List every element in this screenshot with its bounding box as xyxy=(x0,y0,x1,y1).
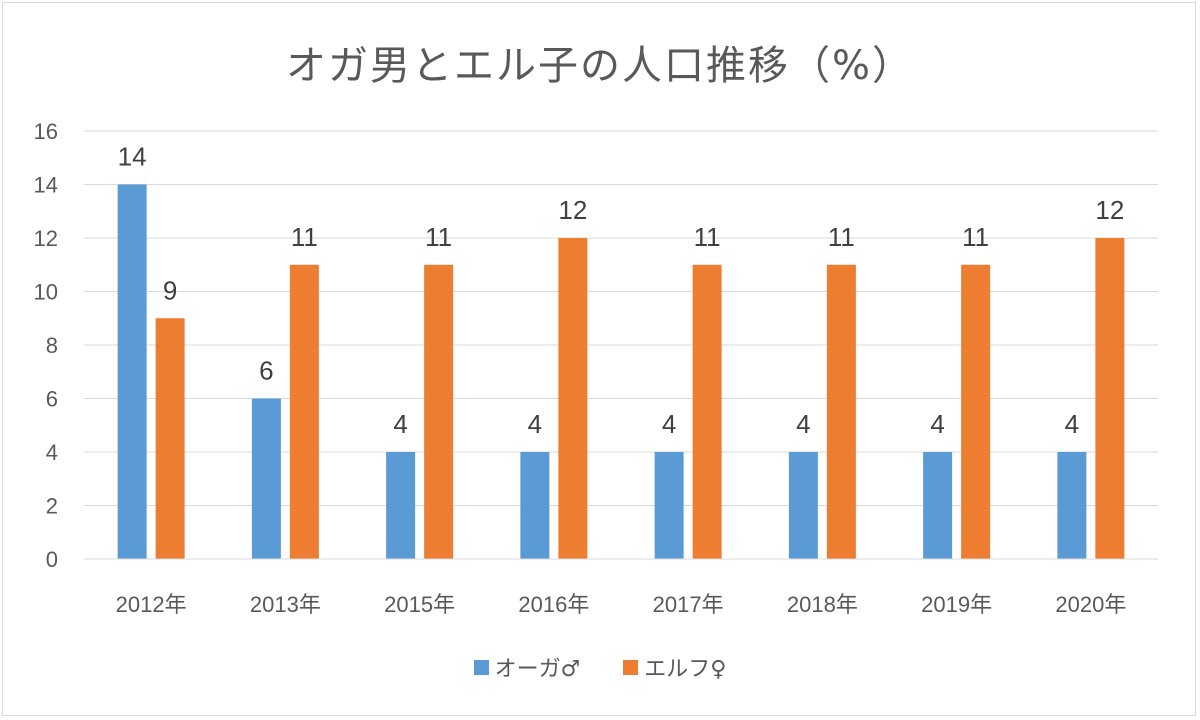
data-label: 9 xyxy=(163,275,177,305)
x-tick-label: 2018年 xyxy=(787,592,858,617)
x-tick-label: 2013年 xyxy=(250,592,321,617)
x-tick-label: 2020年 xyxy=(1055,592,1126,617)
y-tick-label: 10 xyxy=(34,280,58,305)
y-tick-label: 12 xyxy=(34,226,58,251)
data-label: 4 xyxy=(1065,409,1079,439)
data-label: 4 xyxy=(662,409,676,439)
data-label: 4 xyxy=(930,409,944,439)
y-tick-label: 16 xyxy=(34,119,58,144)
data-label: 11 xyxy=(694,222,721,252)
bar xyxy=(424,264,454,559)
legend-label-ogre: オーガ♂ xyxy=(494,657,581,682)
bar xyxy=(1095,238,1125,559)
data-label: 4 xyxy=(796,409,810,439)
data-label: 6 xyxy=(259,356,273,386)
data-label: 12 xyxy=(1095,195,1124,225)
y-tick-label: 14 xyxy=(34,173,58,198)
y-tick-label: 8 xyxy=(46,333,58,358)
bar xyxy=(1057,452,1087,559)
data-label: 4 xyxy=(393,409,407,439)
legend-item-ogre: オーガ♂ xyxy=(473,651,581,683)
bar xyxy=(289,264,319,559)
legend-swatch-ogre xyxy=(473,659,489,675)
chart-legend: オーガ♂ エルフ♀ xyxy=(3,651,1197,683)
data-label: 12 xyxy=(558,195,587,225)
legend-label-elf: エルフ♀ xyxy=(644,657,727,682)
y-tick-label: 0 xyxy=(46,547,58,572)
bar xyxy=(386,452,416,559)
bar xyxy=(520,452,550,559)
bar-chart: 0 2 4 6 8 10 12 14 16 2012年 14 9 2013年 6 11 2015年 4 11 201… xyxy=(34,119,1158,617)
x-tick-label: 2012年 xyxy=(116,592,187,617)
x-tick-label: 2017年 xyxy=(653,592,724,617)
bar xyxy=(826,264,856,559)
y-tick-label: 4 xyxy=(46,440,58,465)
y-tick-label: 6 xyxy=(46,387,58,412)
data-label: 11 xyxy=(291,222,318,252)
data-label: 11 xyxy=(425,222,452,252)
bar xyxy=(558,238,588,559)
bar xyxy=(923,452,953,559)
x-tick-label: 2016年 xyxy=(518,592,589,617)
bar xyxy=(155,318,185,559)
bar xyxy=(251,398,281,559)
y-tick-label: 2 xyxy=(46,494,58,519)
data-label: 11 xyxy=(962,222,989,252)
x-tick-label: 2015年 xyxy=(384,592,455,617)
bar xyxy=(961,264,991,559)
data-label: 14 xyxy=(118,142,147,172)
x-tick-label: 2019年 xyxy=(921,592,992,617)
bar xyxy=(692,264,722,559)
data-label: 4 xyxy=(528,409,542,439)
data-label: 11 xyxy=(828,222,855,252)
bar xyxy=(117,184,147,559)
chart-title: オガ男とエル子の人口推移（%） xyxy=(285,43,914,89)
legend-swatch-elf xyxy=(623,659,639,675)
bar xyxy=(788,452,818,559)
bar xyxy=(654,452,684,559)
legend-item-elf: エルフ♀ xyxy=(623,651,726,683)
